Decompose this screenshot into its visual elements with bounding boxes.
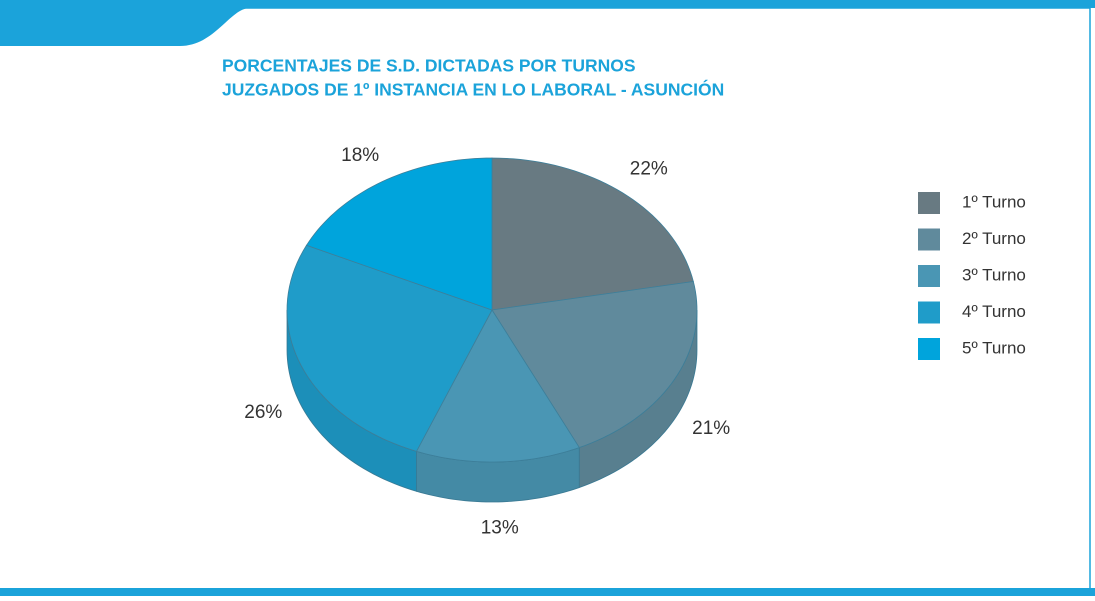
- data-label: 22%: [630, 158, 668, 179]
- legend-label: 3º Turno: [962, 265, 1026, 284]
- chart-subtitle: JUZGADOS DE 1º INSTANCIA EN LO LABORAL -…: [222, 79, 724, 100]
- data-label: 18%: [341, 145, 379, 166]
- legend-label: 4º Turno: [962, 302, 1026, 321]
- legend-swatch: [918, 228, 940, 251]
- slice: [286, 244, 493, 452]
- header-tab: [0, 0, 1095, 46]
- data-label: 13%: [481, 517, 519, 538]
- legend-swatch: [918, 265, 940, 287]
- legend-swatch: [918, 301, 940, 324]
- slice: [305, 157, 493, 311]
- slice: [491, 281, 698, 449]
- data-label: 26%: [244, 402, 282, 423]
- legend-swatch: [918, 338, 940, 360]
- legend-label: 2º Turno: [962, 229, 1026, 248]
- legend-label: 1º Turno: [962, 192, 1026, 211]
- legend-swatch: [918, 192, 940, 214]
- slice: [415, 309, 580, 463]
- data-label: 21%: [692, 418, 730, 439]
- chart-title: PORCENTAJES DE S.D. DICTADAS POR TURNOS: [222, 56, 636, 76]
- legend-label: 5º Turno: [962, 338, 1026, 357]
- slice-side-shade: [287, 310, 417, 492]
- slice-side-shade: [416, 447, 580, 502]
- slice: [491, 157, 694, 311]
- footer-bar: [0, 588, 1095, 596]
- slice-side-shade: [579, 310, 697, 488]
